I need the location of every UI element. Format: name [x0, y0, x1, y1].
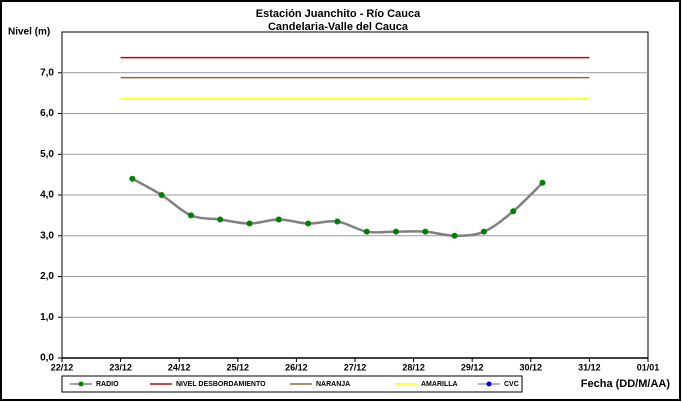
data-point [246, 220, 253, 227]
data-point [451, 232, 458, 239]
y-tick-label: 0,0 [40, 353, 54, 364]
chart-subtitle: Candelaria-Valle del Cauca [268, 21, 409, 33]
data-point [129, 175, 136, 182]
x-tick-label: 01/01 [637, 362, 660, 372]
legend-marker [78, 381, 84, 387]
x-axis-label: Fecha (DD/M/AA) [581, 378, 671, 390]
x-tick-label: 22/12 [51, 362, 74, 372]
x-tick-label: 30/12 [520, 362, 543, 372]
x-tick-label: 27/12 [344, 362, 367, 372]
x-tick-label: 28/12 [402, 362, 425, 372]
data-point [334, 218, 341, 225]
legend-label: NIVEL DESBORDAMIENTO [176, 381, 266, 388]
x-tick-label: 26/12 [285, 362, 308, 372]
y-tick-label: 1,0 [40, 312, 54, 323]
data-point [539, 179, 546, 186]
legend-label: RADIO [96, 381, 119, 388]
data-point [158, 192, 165, 198]
data-point [422, 228, 429, 235]
x-tick-label: 29/12 [461, 362, 484, 372]
y-tick-label: 3,0 [40, 230, 54, 241]
y-tick-label: 2,0 [40, 271, 54, 282]
data-point [393, 228, 400, 235]
x-tick-label: 23/12 [109, 362, 132, 372]
x-tick-label: 25/12 [227, 362, 250, 372]
chart-title: Estación Juanchito - Río Cauca [256, 8, 421, 20]
y-axis-label: Nivel (m) [8, 27, 50, 38]
y-tick-label: 4,0 [40, 190, 54, 201]
legend-label: CVC [504, 381, 519, 388]
data-point [305, 220, 312, 227]
legend-label: NARANJA [316, 381, 350, 388]
y-tick-label: 6,0 [40, 108, 54, 119]
y-tick-label: 5,0 [40, 149, 54, 160]
legend-label: AMARILLA [421, 381, 458, 388]
legend-marker [486, 381, 492, 387]
data-point [510, 208, 517, 215]
y-tick-label: 7,0 [40, 67, 54, 78]
data-point [275, 216, 282, 223]
data-point [480, 228, 487, 235]
data-point [217, 216, 224, 223]
data-point [187, 212, 194, 219]
data-point [363, 228, 370, 235]
x-tick-label: 31/12 [578, 362, 601, 372]
x-tick-label: 24/12 [168, 362, 191, 372]
